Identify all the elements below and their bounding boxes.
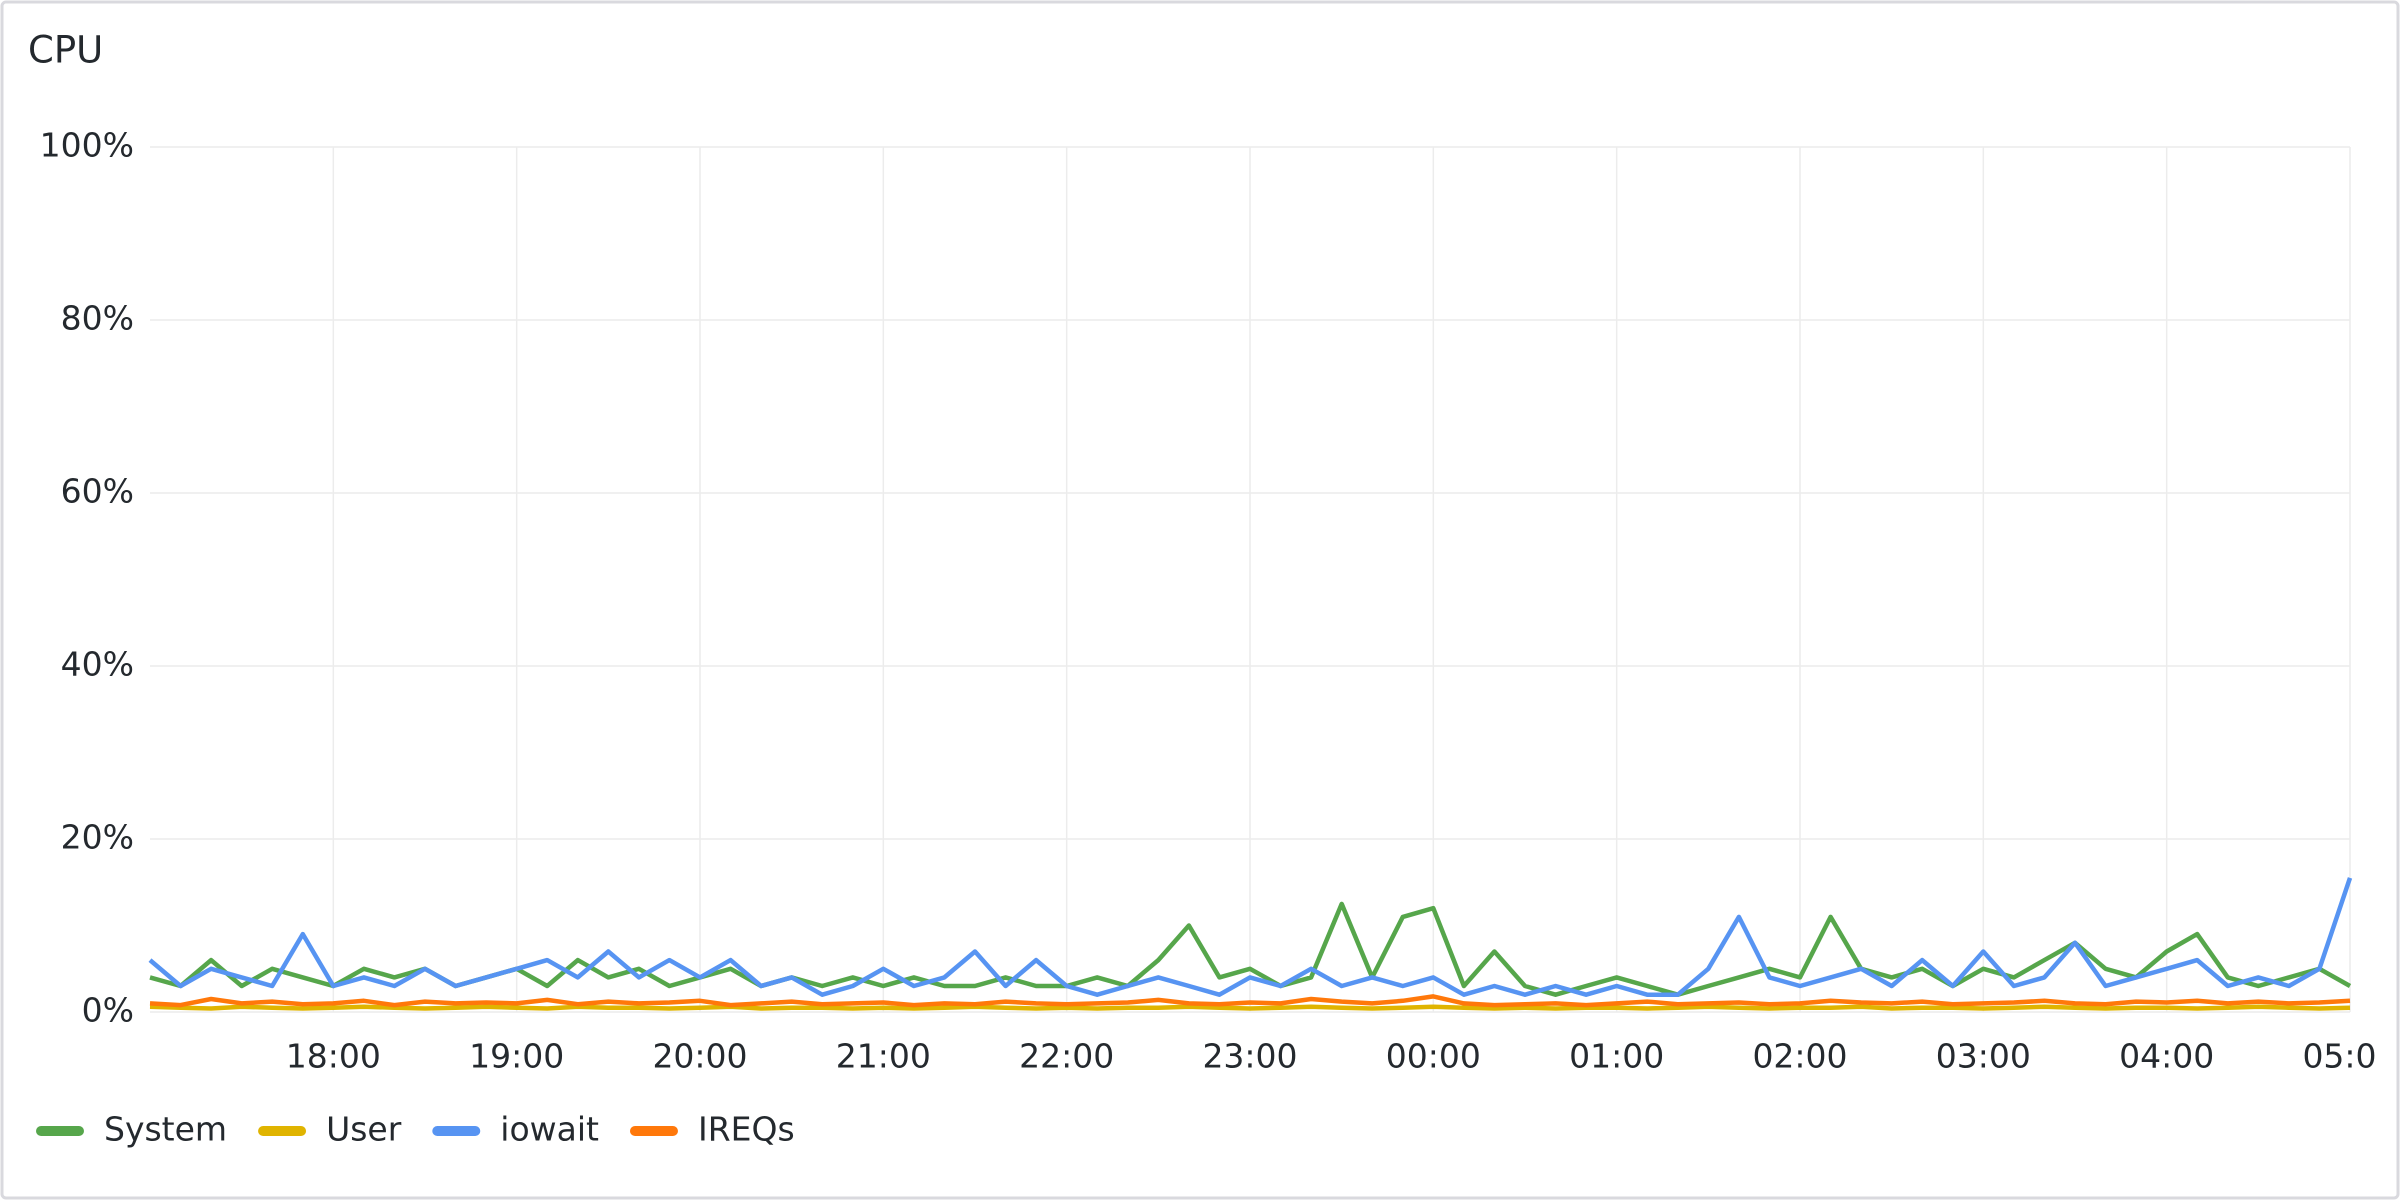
x-tick-label: 21:00	[836, 1037, 931, 1076]
series-line	[149, 1004, 2351, 1011]
y-tick-label: 20%	[61, 818, 134, 857]
legend-label: IREQs	[698, 1110, 795, 1149]
y-tick-label: 40%	[61, 645, 134, 684]
x-tick-label: 02:00	[1752, 1037, 1847, 1076]
legend-label: System	[104, 1110, 227, 1149]
legend: System User iowait IREQs	[36, 1110, 795, 1149]
y-tick-label: 0%	[82, 991, 134, 1030]
plot: 0% 20% 40% 60% 80% 100% 18:00 19:00 20:00 21:00 22…	[40, 126, 2397, 1076]
legend-label: User	[326, 1110, 402, 1149]
y-tick-label: 60%	[61, 472, 134, 511]
x-tick-label: 00:00	[1386, 1037, 1481, 1076]
x-tick-label: 20:00	[652, 1037, 747, 1076]
x-tick-label: 05:00	[2302, 1037, 2397, 1076]
x-tick-label: 19:00	[469, 1037, 564, 1076]
x-tick-label: 18:00	[286, 1037, 381, 1076]
series-line	[148, 877, 2353, 997]
y-tick-label: 100%	[40, 126, 134, 165]
x-tick-label: 03:00	[1936, 1037, 2031, 1076]
y-tick-label: 80%	[61, 299, 134, 338]
x-tick-label: 22:00	[1019, 1037, 1114, 1076]
series-line	[149, 994, 2351, 1008]
panel-title: CPU	[28, 29, 103, 72]
x-tick-label: 01:00	[1569, 1037, 1664, 1076]
legend-label: iowait	[500, 1110, 599, 1149]
x-tick-label: 04:00	[2119, 1037, 2214, 1076]
x-tick-label: 23:00	[1202, 1037, 1297, 1076]
